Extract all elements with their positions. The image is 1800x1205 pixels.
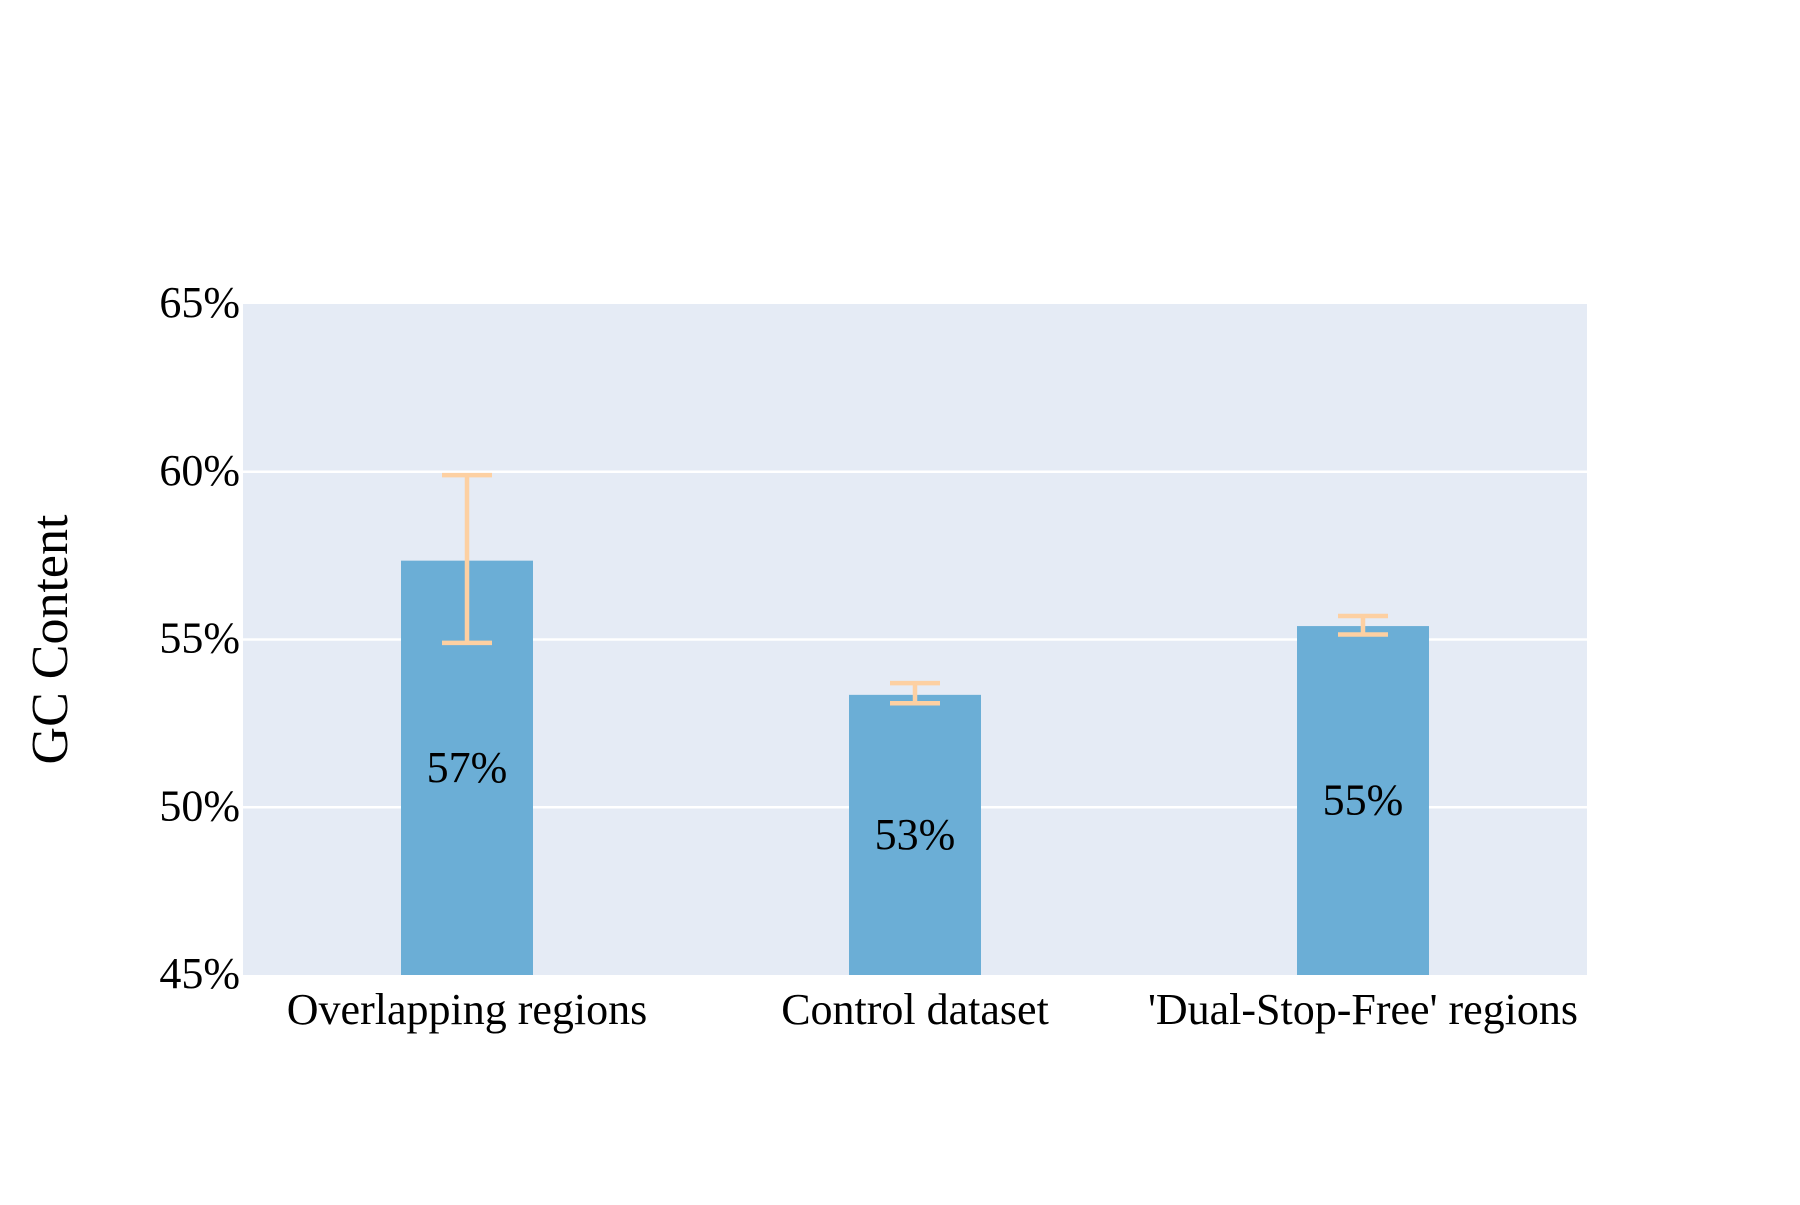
- error-bars: [442, 472, 1388, 706]
- y-tick-label: 50%: [159, 781, 240, 830]
- x-axis-ticks: Overlapping regions Control dataset 'Dual-…: [287, 985, 1578, 1034]
- y-tick-label: 55%: [159, 614, 240, 663]
- y-tick-label: 60%: [159, 446, 240, 495]
- bar-value-label: 57%: [427, 743, 508, 792]
- bar: [1297, 626, 1429, 975]
- x-tick-label: Overlapping regions: [287, 985, 647, 1034]
- y-axis-ticks: 45% 50% 55% 60% 65%: [159, 278, 240, 998]
- x-tick-label: Control dataset: [781, 985, 1049, 1034]
- error-bar: [890, 680, 940, 706]
- bar-value-label: 55%: [1323, 776, 1404, 825]
- error-bar: [442, 472, 492, 646]
- x-tick-label: 'Dual-Stop-Free' regions: [1148, 985, 1578, 1034]
- y-tick-label: 45%: [159, 949, 240, 998]
- y-axis-title: GC Content: [22, 514, 79, 764]
- error-bar: [1338, 613, 1388, 637]
- y-tick-label: 65%: [159, 278, 240, 327]
- data-labels: 57% 53% 55%: [427, 743, 1404, 859]
- bar: [849, 694, 981, 975]
- bar-value-label: 53%: [875, 810, 956, 859]
- bars: [401, 560, 1429, 975]
